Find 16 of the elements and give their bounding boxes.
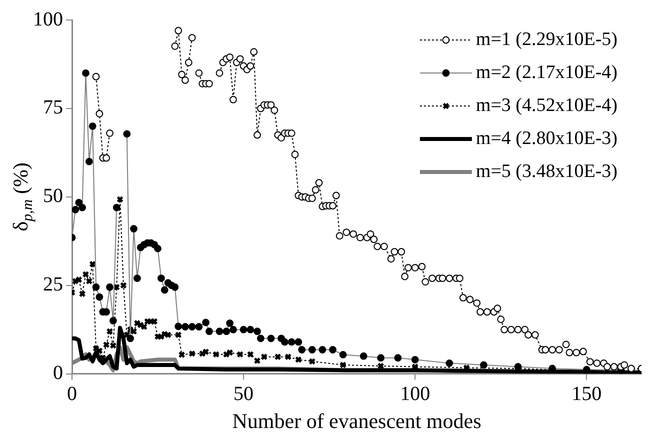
x-tick-label: 100 — [400, 383, 430, 406]
y-tick-label: 50 — [43, 185, 63, 208]
y-axis-title: δp,m (%) — [8, 162, 36, 232]
x-tick-label: 150 — [572, 383, 602, 406]
x-tick-label: 50 — [234, 383, 254, 406]
y-tick-label: 25 — [43, 274, 63, 296]
legend-label: m=3 (4.52x10E-4) — [476, 94, 618, 116]
legend-label: m=1 (2.29x10E-5) — [476, 28, 618, 50]
x-axis-title: Number of evanescent modes — [232, 408, 482, 433]
legend-label: m=2 (2.17x10E-4) — [476, 62, 618, 83]
x-tick-label: 0 — [67, 383, 77, 406]
y-tick-label: 0 — [53, 362, 63, 384]
y-tick-label: 100 — [33, 8, 63, 30]
legend-label: m=4 (2.80x10E-3) — [476, 128, 618, 149]
legend-label: m=5 (3.48x10E-3) — [476, 160, 618, 182]
y-tick-label: 75 — [43, 96, 63, 119]
